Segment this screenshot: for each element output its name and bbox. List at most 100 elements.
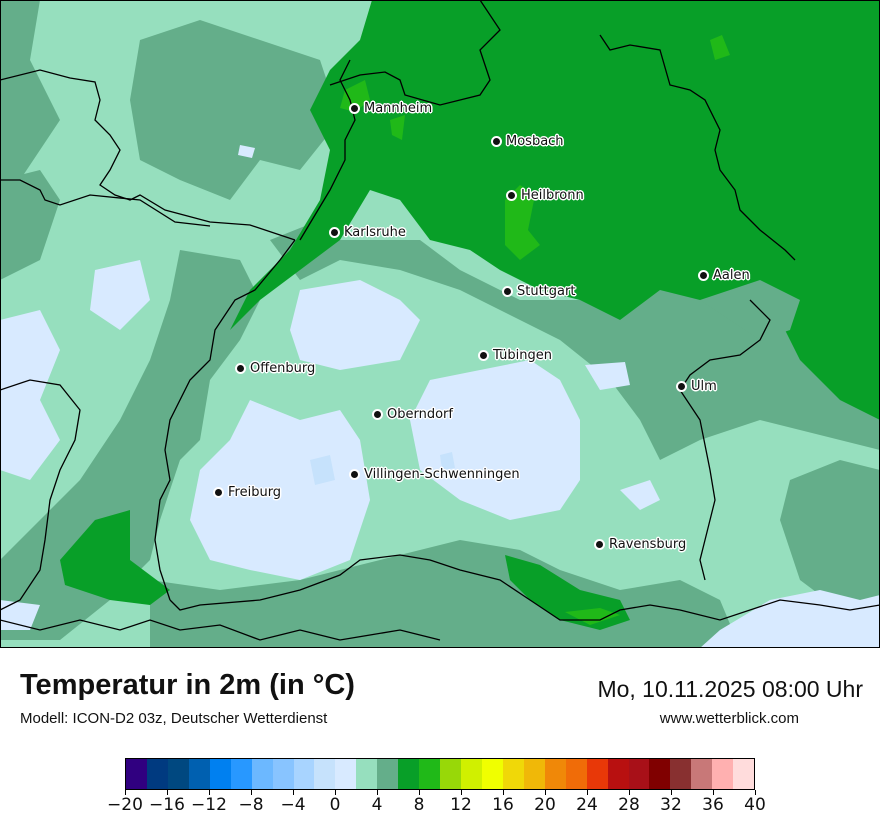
colorbar-bin <box>335 759 357 789</box>
city-marker-stuttgart: Stuttgart <box>502 282 575 300</box>
city-marker-ravensburg: Ravensburg <box>594 535 686 553</box>
tick-mark <box>754 790 756 795</box>
tick-label: 4 <box>371 795 383 815</box>
tick-label: 40 <box>744 795 766 815</box>
city-marker-karlsruhe: Karlsruhe <box>329 223 406 241</box>
tick-label: −12 <box>191 795 227 815</box>
colorbar-bin <box>230 759 252 789</box>
city-marker-oberndorf: Oberndorf <box>372 405 453 423</box>
colorbar-bin <box>607 759 629 789</box>
city-marker-mannheim: Mannheim <box>349 99 432 117</box>
colorbar-bin <box>314 759 336 789</box>
tick-label: 24 <box>576 795 598 815</box>
colorbar-bin <box>586 759 608 789</box>
city-label: Villingen-Schwenningen <box>364 466 520 482</box>
city-label: Freiburg <box>228 484 282 500</box>
city-label: Heilbronn <box>521 187 584 203</box>
colorbar-bin <box>628 759 650 789</box>
city-label: Mosbach <box>506 133 564 149</box>
city-marker-ulm: Ulm <box>676 377 717 395</box>
tick-mark <box>124 790 126 795</box>
tick-mark <box>334 790 336 795</box>
tick-mark <box>460 790 462 795</box>
city-label: Stuttgart <box>517 283 576 299</box>
colorbar-bin <box>733 759 755 789</box>
tick-mark <box>208 790 210 795</box>
colorbar-bin <box>377 759 399 789</box>
city-label: Ulm <box>691 378 717 394</box>
city-dot-icon <box>478 349 489 361</box>
tick-label: 20 <box>534 795 556 815</box>
tick-label: 12 <box>450 795 472 815</box>
tick-label: 0 <box>329 795 341 815</box>
city-marker-tuebingen: Tübingen <box>478 346 552 364</box>
colorbar-bin <box>649 759 671 789</box>
tick-label: 28 <box>618 795 640 815</box>
colorbar-bin <box>691 759 713 789</box>
city-dot-icon <box>506 189 517 201</box>
colorbar-bin <box>272 759 294 789</box>
model-subtitle: Modell: ICON-D2 03z, Deutscher Wetterdie… <box>20 710 328 727</box>
city-label: Ravensburg <box>609 536 687 552</box>
city-dot-icon <box>491 135 502 147</box>
chart-title: Temperatur in 2m (in °C) <box>20 669 355 701</box>
colorbar-bin <box>712 759 734 789</box>
colorbar-bin <box>167 759 189 789</box>
tick-label: −8 <box>238 795 264 815</box>
temperature-colorbar <box>125 758 755 790</box>
city-dot-icon <box>213 486 224 498</box>
tick-label: −4 <box>280 795 306 815</box>
colorbar-bin <box>461 759 482 789</box>
city-marker-aalen: Aalen <box>698 266 750 284</box>
tick-label: 8 <box>413 795 425 815</box>
tick-mark <box>712 790 714 795</box>
colorbar-bin <box>670 759 692 789</box>
colorbar-bin <box>523 759 545 789</box>
colorbar-bin <box>502 759 524 789</box>
colorbar-bin <box>146 759 168 789</box>
city-label: Offenburg <box>250 360 316 376</box>
colorbar-ticks: −20 −16 −12 −8 −4 0 4 8 12 16 20 24 28 32 36 40 <box>107 790 766 820</box>
tick-label: −16 <box>149 795 185 815</box>
colorbar-bin <box>209 759 231 789</box>
city-marker-villingen-schwenningen: Villingen-Schwenningen <box>349 465 520 483</box>
colorbar-bin <box>544 759 566 789</box>
colorbar-bin <box>398 759 420 789</box>
colorbar-bin <box>293 759 315 789</box>
colorbar-bin <box>188 759 210 789</box>
colorbar-bin <box>126 759 147 789</box>
tick-mark <box>670 790 672 795</box>
city-label: Karlsruhe <box>344 224 406 240</box>
city-dot-icon <box>698 269 709 281</box>
city-label: Mannheim <box>364 100 433 116</box>
valid-datetime: Mo, 10.11.2025 08:00 Uhr <box>597 676 863 702</box>
website-link[interactable]: www.wetterblick.com <box>659 710 799 727</box>
colorbar-bin <box>440 759 461 789</box>
tick-mark <box>166 790 168 795</box>
city-label: Tübingen <box>493 347 552 363</box>
city-dot-icon <box>349 102 360 114</box>
tick-label: 36 <box>702 795 724 815</box>
colorbar-bin <box>419 759 441 789</box>
tick-mark <box>250 790 252 795</box>
city-dot-icon <box>329 226 340 238</box>
temperature-map: Mannheim Mosbach Heilbronn Karlsruhe Stu… <box>0 0 880 648</box>
city-dot-icon <box>372 408 383 420</box>
city-dot-icon <box>502 285 513 297</box>
tick-mark <box>418 790 420 795</box>
city-marker-offenburg: Offenburg <box>235 359 315 377</box>
city-label: Oberndorf <box>387 406 453 422</box>
tick-mark <box>586 790 588 795</box>
tick-mark <box>292 790 294 795</box>
city-marker-mosbach: Mosbach <box>491 132 564 150</box>
temperature-field <box>0 0 880 648</box>
city-label: Aalen <box>713 267 750 283</box>
colorbar-bin <box>251 759 273 789</box>
tick-mark <box>544 790 546 795</box>
tick-mark <box>628 790 630 795</box>
city-dot-icon <box>676 380 687 392</box>
tick-mark <box>376 790 378 795</box>
city-dot-icon <box>349 468 360 480</box>
tick-label: 16 <box>492 795 514 815</box>
city-dot-icon <box>594 538 605 550</box>
